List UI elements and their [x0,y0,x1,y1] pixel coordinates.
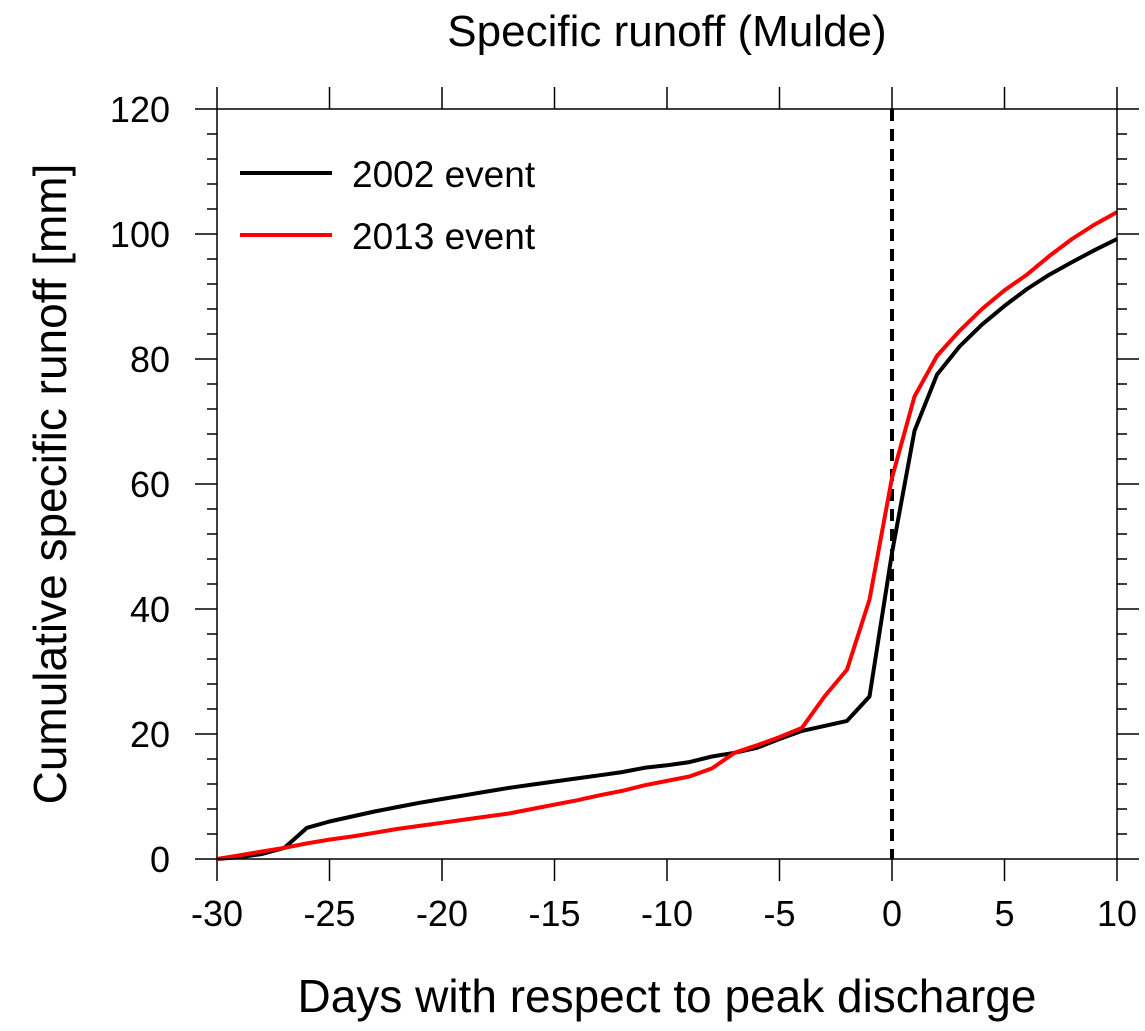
x-tick-label: -25 [303,893,355,934]
x-tick-label: -15 [528,893,580,934]
plot-frame [216,108,1118,860]
x-axis-label: Days with respect to peak discharge [298,970,1037,1022]
legend-label-2002: 2002 event [352,154,536,195]
y-axis-label: Cumulative specific runoff [mm] [24,164,76,805]
series-line-2013-event [216,210,1118,861]
x-tick-label: 5 [994,893,1014,934]
x-tick-label: -5 [763,893,795,934]
legend: 2002 event 2013 event [240,154,536,257]
legend-label-2013: 2013 event [352,216,536,257]
x-tick-label: -20 [416,893,468,934]
series-lines [216,109,1118,861]
y-tick-label: 0 [150,839,170,880]
series-line-2002-event [216,237,1118,861]
y-tick-label: 80 [130,339,170,380]
x-tick-label: -30 [191,893,243,934]
x-tick-label: -10 [641,893,693,934]
y-tick-label: 60 [130,464,170,505]
y-tick-label: 20 [130,714,170,755]
x-tick-label: 0 [882,893,902,934]
y-tick-label: 100 [110,214,170,255]
chart-title: Specific runoff (Mulde) [447,7,886,56]
y-tick-label: 40 [130,589,170,630]
x-tick-label: 10 [1097,893,1137,934]
y-tick-label: 120 [110,89,170,130]
